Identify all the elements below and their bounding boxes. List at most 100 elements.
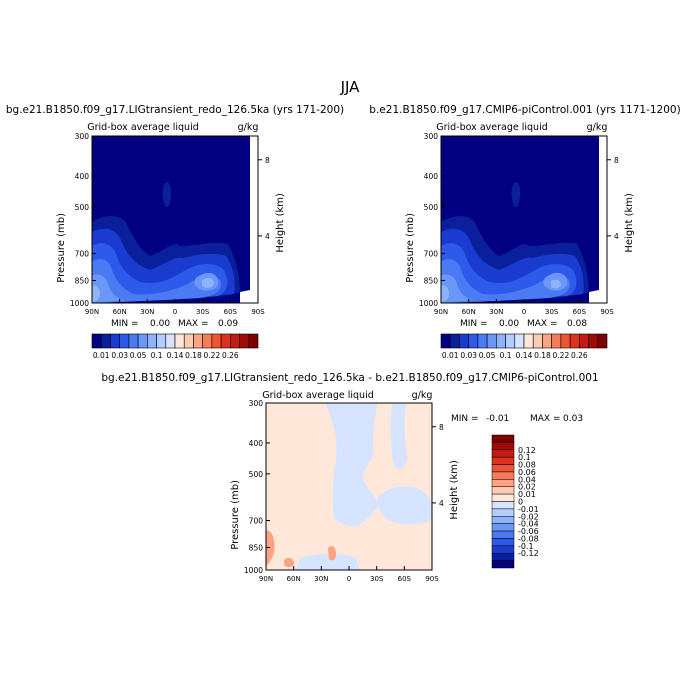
x-tick-label: 90N (259, 575, 273, 583)
colorbar-swatch (459, 333, 469, 349)
colorbar-swatch (183, 333, 194, 349)
colorbar-label: 0.12 (518, 446, 536, 455)
colorbar-swatch (491, 464, 515, 473)
colorbar-label: 0.01 (442, 351, 459, 360)
y-tick-label: 850 (75, 276, 90, 285)
panel-left-max-value: 0.09 (218, 319, 238, 329)
colorbar-label: -0.02 (518, 512, 539, 521)
x-tick-label: 60S (573, 308, 587, 316)
colorbar-swatch (486, 333, 497, 349)
colorbar-swatch (569, 333, 580, 349)
y-tick-label: 1000 (244, 566, 263, 575)
colorbar-swatch (514, 333, 525, 349)
panel-diff-max-label: MAX = (530, 414, 561, 424)
colorbar-swatch (491, 508, 515, 517)
colorbar-label: 0.22 (204, 351, 221, 360)
panel-right-field (441, 136, 607, 303)
panel-left-min-value: 0.00 (150, 319, 170, 329)
panel-diff-min-value: -0.01 (486, 414, 509, 424)
colorbar-swatch (491, 456, 515, 465)
x-tick-label: 60N (287, 575, 301, 583)
panel-diff-title: bg.e21.B1850.f09_g17.LIGtransient_redo_1… (101, 372, 598, 384)
colorbar-label: 0.1 (151, 351, 163, 360)
colorbar-swatch (91, 333, 102, 349)
colorbar-label: 0.06 (518, 468, 536, 477)
colorbar-label: 0.03 (111, 351, 128, 360)
contour-fill-level-4 (441, 259, 571, 303)
x-tick-label: 0 (347, 575, 351, 583)
colorbar-swatch (110, 333, 120, 349)
colorbar-swatch (119, 333, 130, 349)
colorbar-swatch (491, 501, 515, 510)
colorbar-swatch (588, 333, 599, 349)
colorbar-swatch (491, 530, 515, 539)
colorbar-label: -0.01 (518, 505, 539, 514)
contour-fill-negative-4 (296, 553, 360, 570)
x-tick-label: 30N (140, 308, 154, 316)
height-tick-label: 8 (265, 156, 270, 165)
colorbar-swatch (532, 333, 543, 349)
panel-right-axes: 90N 60N 30N 0 30S 60S 90S 300 400 500 700 850 1000 8 4… (405, 132, 635, 316)
y-tick-label: 500 (249, 470, 264, 479)
panel-right: b.e21.B1850.f09_g17.CMIP6-piControl.001 … (369, 104, 680, 360)
surface-mask (240, 136, 258, 303)
panel-left-variable: Grid-box average liquid (87, 122, 198, 133)
colorbar-swatch (137, 333, 148, 349)
panel-left-title: bg.e21.B1850.f09_g17.LIGtransient_redo_1… (6, 104, 344, 116)
colorbar-label: -0.04 (518, 520, 539, 529)
surface-mask (589, 136, 607, 303)
colorbar-label: 0.03 (460, 351, 477, 360)
panel-right-min-label: MIN = (460, 319, 488, 329)
colorbar-swatch (128, 333, 139, 349)
colorbar-swatch (491, 545, 515, 554)
height-axis-title: Height (km) (275, 193, 286, 253)
y-tick-label: 700 (424, 250, 439, 259)
contour-fill-level-5 (441, 272, 568, 303)
x-tick-label: 60S (398, 575, 412, 583)
colorbar-swatch (165, 333, 176, 349)
y-tick-label: 500 (75, 203, 90, 212)
colorbar-swatch (202, 333, 213, 349)
colorbar-label: 0.08 (518, 461, 536, 470)
panel-left: bg.e21.B1850.f09_g17.LIGtransient_redo_1… (6, 104, 344, 360)
height-tick-label: 8 (614, 156, 619, 165)
contour-fill-negative-1 (325, 403, 378, 527)
height-tick-label: 8 (439, 423, 444, 432)
contour-fill-positive-1 (266, 530, 275, 566)
y-tick-label: 500 (424, 203, 439, 212)
panel-diff-units: g/kg (412, 390, 433, 401)
colorbar-swatch (147, 333, 157, 349)
colorbar-label: 0.26 (571, 351, 588, 360)
contour-core-upper (511, 182, 521, 208)
x-tick-label: 30N (489, 308, 503, 316)
panel-right-min-value: 0.00 (499, 319, 519, 329)
panel-diff-field (266, 403, 432, 570)
x-tick-label: 0 (522, 308, 526, 316)
contour-core-upper (162, 182, 172, 208)
colorbar-label: -0.08 (518, 534, 539, 543)
panel-left-axes: 90N 60N 30N 0 30S 60S 90S 300 400 500 700 850 1000 8 4… (56, 132, 286, 316)
colorbar-label: -0.06 (518, 527, 539, 536)
panel-diff-variable: Grid-box average liquid (262, 390, 373, 401)
panel-left-max-label: MAX = (178, 319, 209, 329)
x-tick-label: 90N (85, 308, 99, 316)
y-tick-label: 300 (75, 132, 90, 141)
x-tick-label: 90S (425, 575, 439, 583)
panel-right-variable: Grid-box average liquid (436, 122, 547, 133)
panel-right-title: b.e21.B1850.f09_g17.CMIP6-piControl.001 … (369, 104, 680, 116)
colorbar-label: 0.01 (93, 351, 110, 360)
x-tick-label: 30S (370, 575, 384, 583)
x-tick-label: 30N (314, 575, 328, 583)
colorbar-swatch (174, 333, 185, 349)
colorbar-label: 0.05 (479, 351, 496, 360)
y-tick-label: 400 (75, 172, 90, 181)
colorbar-swatch (491, 516, 515, 524)
contour-fill-positive-2 (284, 546, 336, 568)
colorbar-label: 0.02 (518, 483, 536, 492)
colorbar-label: -0.1 (518, 542, 534, 551)
contour-fill-negative-2 (390, 403, 408, 470)
colorbar-swatch (440, 333, 451, 349)
colorbar-swatch (491, 493, 515, 502)
y-tick-label: 1000 (419, 299, 438, 308)
colorbar-label: 0.05 (130, 351, 147, 360)
